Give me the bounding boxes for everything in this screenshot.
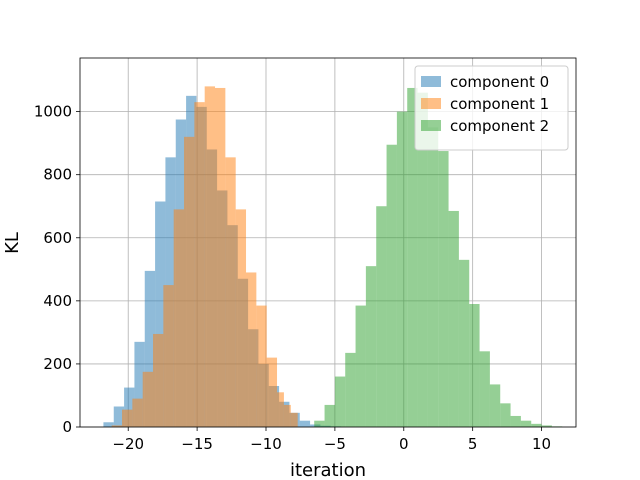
legend-frame: [414, 65, 569, 151]
y-tick-label: 800: [43, 166, 72, 184]
histogram-bar: [531, 423, 542, 427]
histogram-bar: [510, 415, 521, 427]
x-tick-label: 5: [468, 435, 478, 453]
histogram-bar: [365, 266, 377, 427]
series-component-2: [314, 87, 563, 428]
histogram-bar: [225, 157, 236, 427]
histogram-bar: [111, 425, 123, 427]
histogram-bar: [132, 398, 143, 427]
y-tick-label: 600: [43, 229, 72, 247]
histogram-bar: [489, 384, 501, 427]
histogram-bar: [215, 87, 226, 427]
legend-label: component 1: [450, 95, 549, 113]
histogram-bar: [124, 387, 135, 427]
legend-label: component 0: [450, 73, 549, 91]
histogram-bar: [469, 304, 480, 427]
legend: component 0 component 1 component 2: [414, 65, 569, 151]
series-component-1: [111, 86, 298, 428]
histogram-bar: [204, 86, 216, 427]
histogram-bar: [334, 376, 346, 427]
x-tick-label: −15: [181, 435, 213, 453]
histogram-bar: [277, 392, 284, 427]
histogram-bar: [246, 272, 257, 427]
legend-swatch: [421, 120, 441, 131]
histogram-bar: [103, 422, 114, 427]
histogram-bar: [235, 209, 247, 427]
histogram-bar: [324, 404, 335, 427]
histogram-bar: [142, 371, 154, 427]
x-tick-label: 0: [399, 435, 409, 453]
histogram-bar: [396, 111, 408, 427]
axis-ticks: −20 −15 −10 −5 0 5 10 0 200 400 600 800 1000: [34, 103, 551, 453]
histogram-bar: [314, 420, 325, 427]
histogram-bar: [155, 201, 166, 427]
histogram-bar: [134, 341, 145, 427]
histogram-bars: [103, 86, 563, 428]
x-tick-label: −20: [112, 435, 144, 453]
histogram-bar: [520, 420, 532, 427]
histogram-bar: [345, 352, 356, 427]
histogram-bar: [184, 136, 195, 427]
x-tick-label: 10: [532, 435, 551, 453]
histogram-bar: [417, 92, 428, 427]
histogram-bar: [541, 425, 552, 427]
histogram-bar: [438, 151, 449, 428]
histogram-bar: [407, 87, 418, 427]
legend-swatch: [421, 98, 441, 109]
histogram-bar: [163, 285, 174, 427]
histogram-bar: [113, 406, 125, 427]
histogram-bar: [448, 210, 459, 427]
legend-label: component 2: [450, 117, 549, 135]
y-tick-label: 1000: [34, 103, 72, 121]
histogram-bar: [144, 270, 156, 427]
y-tick-label: 400: [43, 292, 72, 310]
histogram-bar: [290, 412, 298, 427]
histogram-bar: [256, 305, 267, 427]
x-axis-label: iteration: [290, 460, 366, 480]
histogram-bar: [500, 403, 511, 427]
histogram-bar: [479, 351, 490, 427]
histogram-bar: [376, 206, 387, 427]
histogram-bar: [458, 259, 470, 427]
plot-frame: [79, 57, 577, 428]
x-tick-label: −5: [324, 435, 346, 453]
histogram-bar: [299, 420, 311, 427]
legend-swatch: [421, 76, 441, 87]
y-tick-label: 0: [62, 418, 72, 436]
y-axis-label: KL: [2, 232, 23, 254]
x-tick-label: −10: [250, 435, 282, 453]
histogram-bar: [386, 144, 397, 427]
histogram-bar: [122, 409, 133, 427]
histogram-bar: [194, 102, 205, 428]
histogram-bar: [283, 404, 291, 427]
histogram-bar: [355, 305, 366, 427]
histogram-bar: [266, 357, 278, 427]
histogram-bar: [173, 209, 185, 427]
histogram-bar: [427, 127, 439, 427]
histogram-bar: [153, 333, 164, 427]
y-tick-label: 200: [43, 355, 72, 373]
